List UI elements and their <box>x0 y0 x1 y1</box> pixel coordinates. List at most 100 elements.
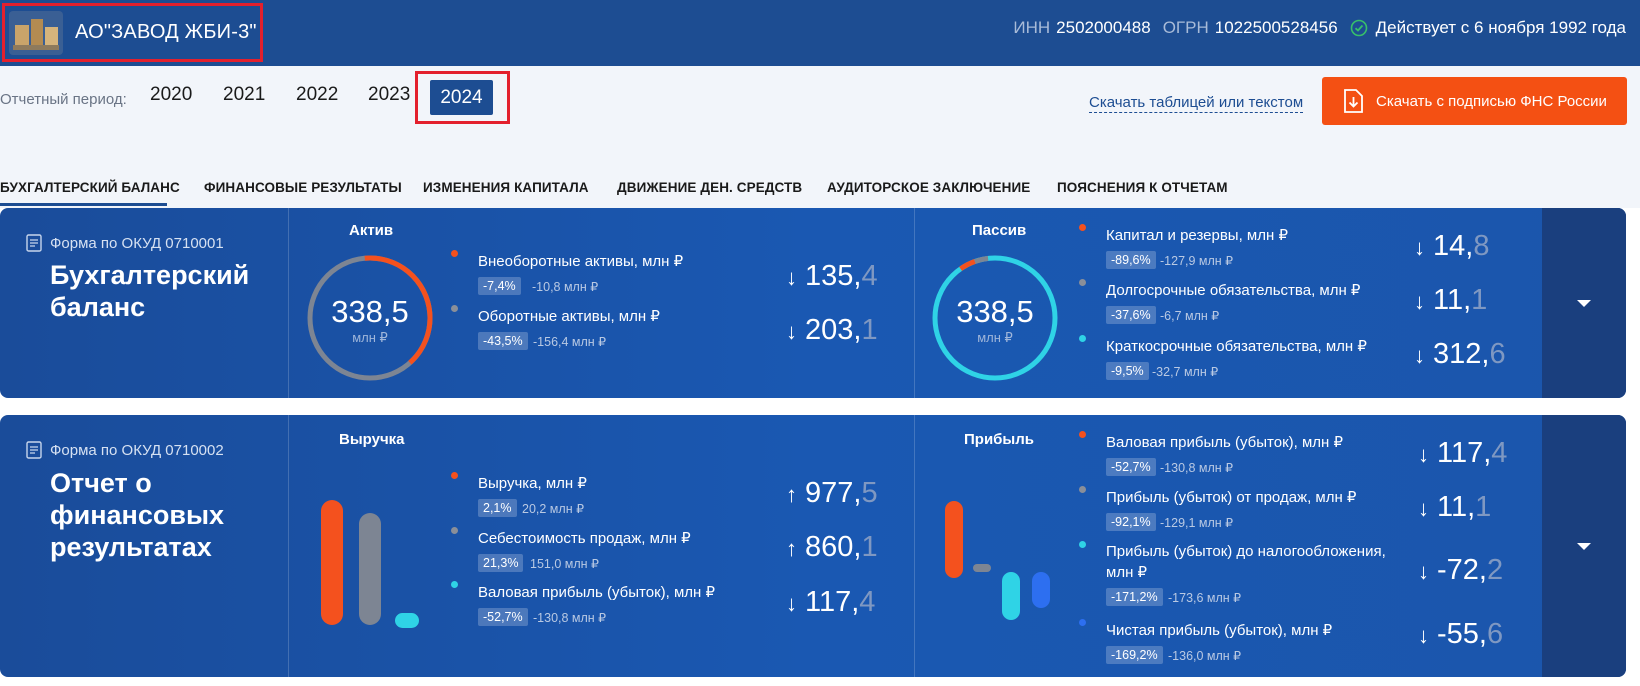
ogrn-value: 1022500528456 <box>1214 18 1338 37</box>
revenue-bar-chart <box>321 500 419 628</box>
aktiv-row-2-label: Оборотные активы, млн ₽ <box>478 308 660 325</box>
file-download-icon <box>1344 89 1363 113</box>
value-int: 117, <box>1437 437 1492 469</box>
profit-title: Прибыль <box>964 431 1034 448</box>
passiv-row-3-value: ↓ 312, 6 <box>1414 338 1506 371</box>
chevron-down-icon <box>1577 542 1591 550</box>
value-dec: 8 <box>1473 230 1490 262</box>
balance-card: Форма по ОКУД 0710001 Бухгалтерский бала… <box>0 208 1626 398</box>
arrow-down-icon: ↓ <box>1414 235 1425 260</box>
inn-label: ИНН <box>1013 18 1051 37</box>
company-logo-icon <box>9 10 63 55</box>
passiv-row-1-pct: -89,6% <box>1106 251 1156 269</box>
document-icon <box>26 441 42 459</box>
profit-row-4-label: Чистая прибыль (убыток), млн ₽ <box>1106 622 1333 639</box>
aktiv-donut-chart <box>307 255 433 381</box>
row-dot-orange <box>1079 431 1086 438</box>
profit-row-3-pct: -171,2% <box>1106 588 1163 606</box>
revenue-title: Выручка <box>339 431 405 448</box>
download-signed-label: Скачать с подписью ФНС России <box>1376 92 1607 110</box>
value-dec: 1 <box>1471 284 1488 316</box>
row-dot-blue <box>1079 619 1086 626</box>
passiv-row-3-delta: -32,7 млн ₽ <box>1152 365 1219 379</box>
tab-balance[interactable]: БУХГАЛТЕРСКИЙ БАЛАНС <box>0 180 180 195</box>
divider <box>914 415 915 677</box>
results-form-code: Форма по ОКУД 0710002 <box>26 441 224 459</box>
aktiv-title: Актив <box>349 222 394 239</box>
passiv-unit: млн ₽ <box>977 330 1013 345</box>
passiv-title: Пассив <box>972 222 1027 239</box>
row-dot-cyan <box>1079 541 1086 548</box>
profit-row-1-label: Валовая прибыль (убыток), млн ₽ <box>1106 434 1344 451</box>
year-highlight-frame <box>415 71 510 124</box>
profit-row-1-value: ↓ 117, 4 <box>1418 437 1507 470</box>
chevron-down-icon <box>1577 299 1591 307</box>
arrow-down-icon: ↓ <box>786 591 797 616</box>
revenue-row-3-value: ↓ 117, 4 <box>786 586 875 619</box>
aktiv-row-2-value: ↓ 203, 1 <box>786 314 878 347</box>
aktiv-row-1-delta: -10,8 млн ₽ <box>532 280 599 294</box>
download-table-link[interactable]: Скачать таблицей или текстом <box>1089 94 1304 113</box>
profit-row-2-value: ↓ 11, 1 <box>1418 491 1491 524</box>
value-int: 117, <box>805 586 860 618</box>
results-card: Форма по ОКУД 0710002 Отчет о финансовых… <box>0 415 1626 677</box>
profit-row-3-label: Прибыль (убыток) до налогообложения, <box>1106 543 1386 560</box>
results-form-code-text: Форма по ОКУД 0710002 <box>50 441 224 459</box>
aktiv-row-2-delta: -156,4 млн ₽ <box>533 335 607 349</box>
balance-title-line2: баланс <box>50 292 146 322</box>
revenue-row-3-label: Валовая прибыль (убыток), млн ₽ <box>478 584 716 601</box>
value-int: 977, <box>805 477 862 509</box>
aktiv-row-1-label: Внеоборотные активы, млн ₽ <box>478 253 684 270</box>
revenue-row-3-pct: -52,7% <box>478 608 528 626</box>
status-text: Действует с 6 ноября 1992 года <box>1375 18 1626 37</box>
aktiv-row-2-pct: -43,5% <box>478 332 528 350</box>
tab-cash-flow[interactable]: ДВИЖЕНИЕ ДЕН. СРЕДСТВ <box>617 180 803 195</box>
passiv-row-1-value: ↓ 14, 8 <box>1414 230 1489 263</box>
revenue-row-1-value: ↑ 977, 5 <box>786 477 878 510</box>
revenue-row-1-label: Выручка, млн ₽ <box>478 475 587 492</box>
results-expand-button[interactable] <box>1542 415 1626 677</box>
year-2022-tab[interactable]: 2022 <box>296 84 339 105</box>
value-int: 11, <box>1433 284 1472 316</box>
arrow-down-icon: ↓ <box>1418 559 1429 584</box>
results-title-line1: Отчет о <box>50 468 152 498</box>
period-label: Отчетный период: <box>0 91 127 108</box>
year-2024-tab[interactable]: 2024 <box>430 80 493 115</box>
arrow-up-icon: ↑ <box>786 536 797 561</box>
row-dot-orange <box>451 472 458 479</box>
arrow-down-icon: ↓ <box>1418 623 1429 648</box>
value-dec: 4 <box>859 586 876 618</box>
balance-title-line1: Бухгалтерский <box>50 260 250 290</box>
value-int: 860, <box>805 531 862 563</box>
year-2023-tab[interactable]: 2023 <box>368 84 411 105</box>
tab-notes[interactable]: ПОЯСНЕНИЯ К ОТЧЕТАМ <box>1057 180 1228 195</box>
balance-form-code: Форма по ОКУД 0710001 <box>26 234 224 252</box>
row-dot-gray <box>451 527 458 534</box>
tab-audit-report[interactable]: АУДИТОРСКОЕ ЗАКЛЮЧЕНИЕ <box>827 180 1031 195</box>
value-dec: 4 <box>1491 437 1508 469</box>
year-2020-tab[interactable]: 2020 <box>150 84 193 105</box>
revenue-row-2-label: Себестоимость продаж, млн ₽ <box>478 530 691 547</box>
revenue-row-1-delta: 20,2 млн ₽ <box>522 502 585 516</box>
revenue-row-2-value: ↑ 860, 1 <box>786 531 878 564</box>
value-int: -72, <box>1437 554 1487 586</box>
profit-row-3-value: ↓ -72, 2 <box>1418 554 1503 587</box>
company-name: АО"ЗАВОД ЖБИ-3" <box>75 21 257 43</box>
download-signed-button[interactable]: Скачать с подписью ФНС России <box>1322 77 1627 125</box>
profit-bar-chart <box>945 501 1050 620</box>
results-title-line2: финансовых <box>50 500 225 530</box>
revenue-row-3-delta: -130,8 млн ₽ <box>533 611 607 625</box>
row-dot-orange <box>1079 224 1086 231</box>
value-dec: 5 <box>861 477 878 509</box>
tab-financial-results[interactable]: ФИНАНСОВЫЕ РЕЗУЛЬТАТЫ <box>204 180 402 195</box>
inn-value: 2502000488 <box>1056 18 1151 37</box>
tab-capital-changes[interactable]: ИЗМЕНЕНИЯ КАПИТАЛА <box>423 180 589 195</box>
year-2021-tab[interactable]: 2021 <box>223 84 266 105</box>
company-block[interactable]: АО"ЗАВОД ЖБИ-3" <box>2 3 263 62</box>
revenue-row-2-pct: 21,3% <box>478 554 524 572</box>
passiv-row-1-delta: -127,9 млн ₽ <box>1160 254 1234 268</box>
value-dec: 4 <box>861 260 878 292</box>
arrow-down-icon: ↓ <box>786 265 797 290</box>
passiv-row-2-label: Долгосрочные обязательства, млн ₽ <box>1106 282 1361 299</box>
balance-expand-button[interactable] <box>1542 208 1626 398</box>
